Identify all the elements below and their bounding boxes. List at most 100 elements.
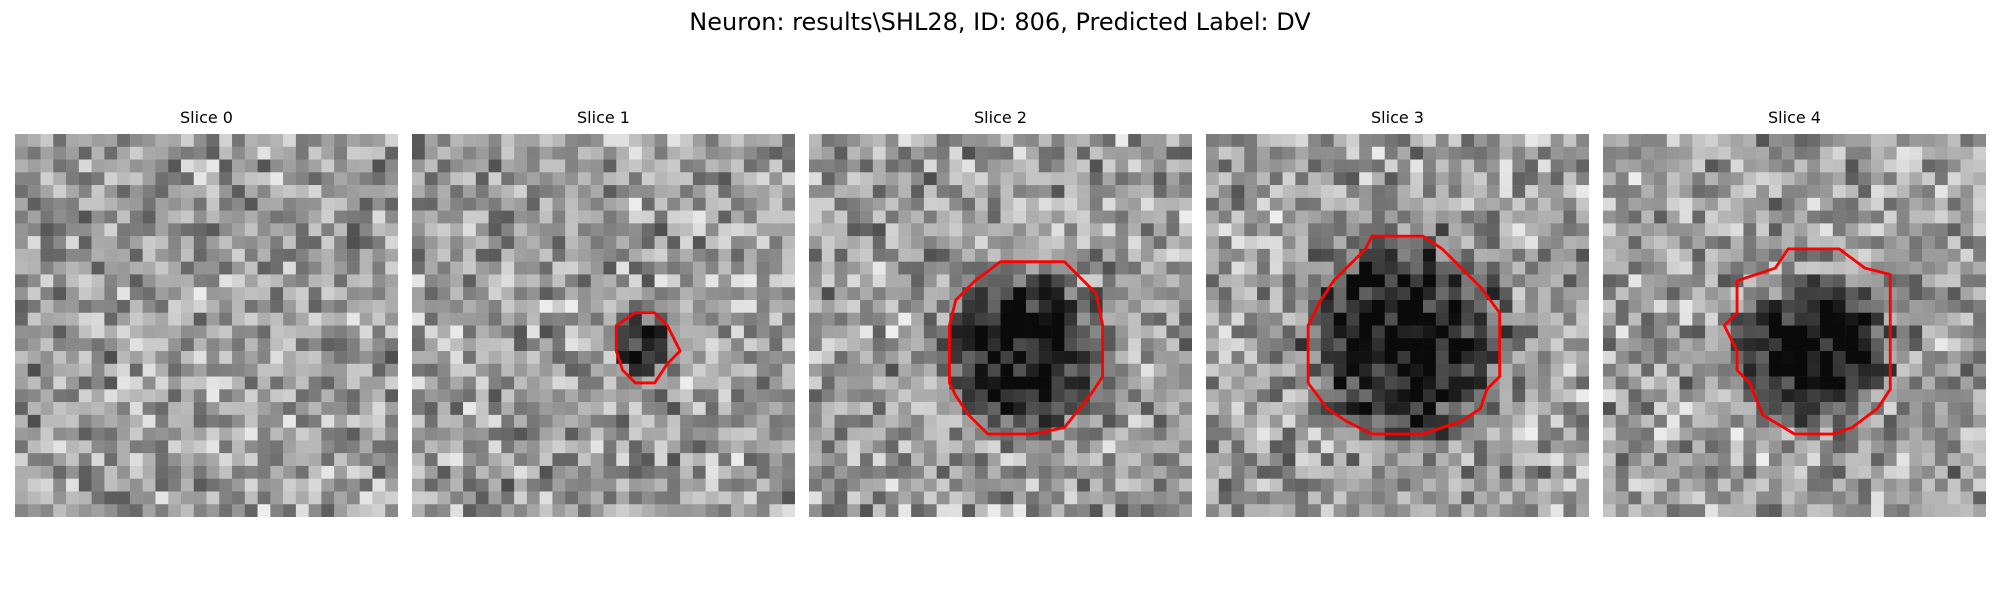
pixel xyxy=(1308,491,1322,505)
pixel xyxy=(885,478,899,492)
pixel xyxy=(1615,427,1629,441)
pixel xyxy=(193,236,207,250)
pixel xyxy=(1282,427,1296,441)
pixel xyxy=(1525,363,1539,377)
pixel xyxy=(1499,427,1513,441)
pixel xyxy=(206,236,220,250)
pixel xyxy=(1038,338,1052,352)
pixel xyxy=(1486,414,1500,428)
pixel xyxy=(1077,299,1091,313)
pixel xyxy=(667,414,681,428)
pixel xyxy=(180,453,194,467)
pixel xyxy=(1295,504,1309,517)
pixel xyxy=(1743,491,1757,505)
pixel xyxy=(1603,287,1617,301)
pixel xyxy=(1448,223,1462,237)
pixel xyxy=(1397,363,1411,377)
pixel xyxy=(1858,389,1872,403)
pixel xyxy=(1692,261,1706,275)
pixel xyxy=(1768,440,1782,454)
pixel xyxy=(731,389,745,403)
pixel xyxy=(372,325,386,339)
pixel xyxy=(1576,159,1589,173)
pixel xyxy=(53,210,67,224)
pixel xyxy=(1820,159,1834,173)
pixel xyxy=(168,376,182,390)
pixel xyxy=(1705,287,1719,301)
pixel xyxy=(756,504,770,517)
pixel xyxy=(1128,172,1142,186)
pixel xyxy=(1038,146,1052,160)
pixel xyxy=(1896,351,1910,365)
pixel xyxy=(1282,223,1296,237)
pixel xyxy=(577,299,591,313)
pixel xyxy=(1128,248,1142,262)
pixel xyxy=(283,172,297,186)
pixel xyxy=(15,325,29,339)
pixel xyxy=(1153,185,1167,199)
pixel xyxy=(1077,236,1091,250)
pixel xyxy=(526,248,540,262)
pixel xyxy=(731,325,745,339)
pixel xyxy=(1371,287,1385,301)
pixel xyxy=(936,402,950,416)
pixel xyxy=(911,414,925,428)
pixel xyxy=(1960,274,1974,288)
pixel xyxy=(603,376,617,390)
pixel xyxy=(1244,299,1258,313)
pixel xyxy=(552,465,566,479)
pixel xyxy=(450,504,464,517)
pixel xyxy=(475,274,489,288)
pixel xyxy=(769,312,783,326)
pixel xyxy=(308,338,322,352)
pixel xyxy=(718,453,732,467)
pixel xyxy=(501,465,515,479)
pixel xyxy=(1730,210,1744,224)
pixel xyxy=(1295,363,1309,377)
pixel xyxy=(872,440,886,454)
pixel xyxy=(1679,478,1693,492)
pixel xyxy=(488,236,502,250)
pixel xyxy=(692,261,706,275)
pixel xyxy=(1743,172,1757,186)
pixel xyxy=(526,172,540,186)
pixel xyxy=(1064,338,1078,352)
pixel xyxy=(680,197,694,211)
pixel xyxy=(1166,504,1180,517)
pixel xyxy=(1550,338,1564,352)
pixel xyxy=(974,504,988,517)
pixel xyxy=(1269,363,1283,377)
pixel xyxy=(654,274,668,288)
pixel xyxy=(1102,274,1116,288)
pixel xyxy=(1295,172,1309,186)
pixel xyxy=(834,274,848,288)
pixel xyxy=(1269,402,1283,416)
pixel xyxy=(1896,427,1910,441)
pixel xyxy=(590,325,604,339)
pixel xyxy=(629,504,643,517)
pixel xyxy=(1448,338,1462,352)
pixel xyxy=(1179,478,1192,492)
pixel xyxy=(1794,376,1808,390)
pixel xyxy=(705,491,719,505)
pixel xyxy=(911,299,925,313)
pixel xyxy=(1064,146,1078,160)
pixel xyxy=(15,185,29,199)
pixel xyxy=(232,351,246,365)
pixel xyxy=(1026,478,1040,492)
pixel xyxy=(1423,440,1437,454)
pixel xyxy=(1679,312,1693,326)
pixel xyxy=(756,210,770,224)
pixel xyxy=(142,185,156,199)
pixel xyxy=(539,414,553,428)
pixel xyxy=(1282,389,1296,403)
pixel xyxy=(1973,172,1986,186)
pixel xyxy=(1218,465,1232,479)
pixel xyxy=(1717,223,1731,237)
pixel xyxy=(27,465,41,479)
pixel xyxy=(1333,274,1347,288)
pixel xyxy=(731,210,745,224)
pixel xyxy=(1282,338,1296,352)
pixel xyxy=(1768,223,1782,237)
pixel xyxy=(680,491,694,505)
